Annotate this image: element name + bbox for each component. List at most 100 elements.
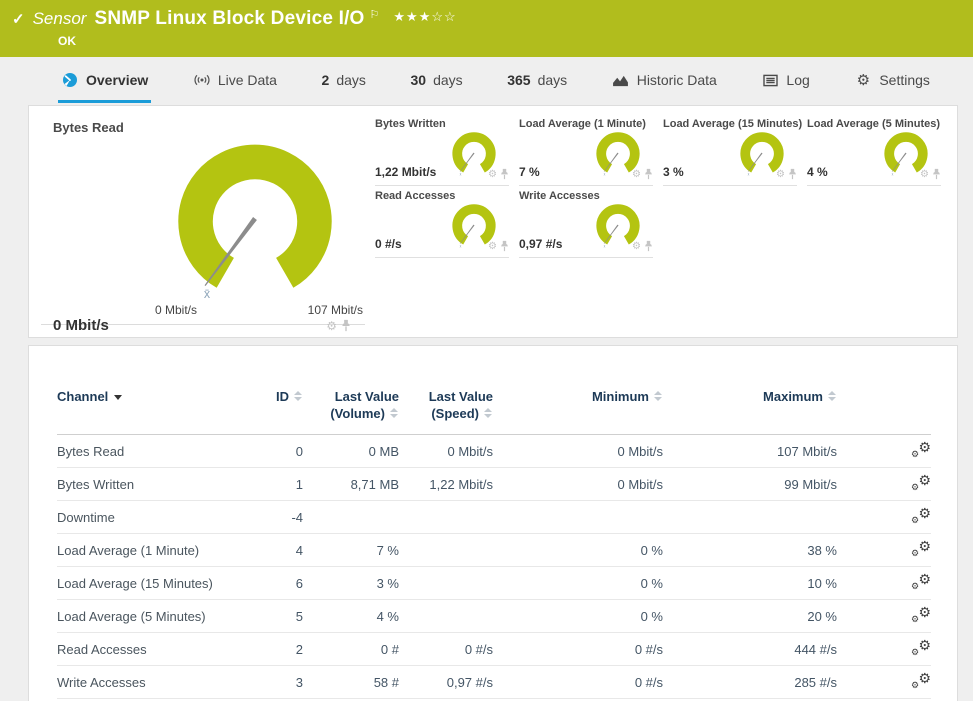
channel-id: 6 bbox=[247, 567, 303, 600]
broadcast-icon bbox=[193, 73, 211, 88]
tab-30-days[interactable]: 30 days bbox=[407, 64, 465, 103]
gauge-title: Bytes Written bbox=[375, 118, 509, 130]
channel-settings-icon[interactable]: ⚙⚙ bbox=[911, 540, 931, 558]
table-row: Read Accesses 2 0 # 0 #/s 0 #/s 444 #/s … bbox=[57, 633, 931, 666]
channel-id: 1 bbox=[247, 468, 303, 501]
column-header-last-value-speed[interactable]: Last Value (Speed) bbox=[399, 388, 493, 435]
minimum-value: 0 Mbit/s bbox=[493, 468, 663, 501]
gauge-title: Bytes Read bbox=[53, 120, 351, 135]
channel-id: 4 bbox=[247, 534, 303, 567]
channel-id: 0 bbox=[247, 435, 303, 468]
maximum-value: 444 #/s bbox=[663, 633, 837, 666]
tab-label: Overview bbox=[86, 72, 148, 88]
tab-live-data[interactable]: Live Data bbox=[190, 64, 280, 103]
gear-icon[interactable]: ⚙ bbox=[326, 319, 337, 333]
last-value-speed bbox=[399, 600, 493, 633]
channel-name: Bytes Read bbox=[57, 435, 247, 468]
tab-log[interactable]: Log bbox=[758, 64, 812, 103]
pin-icon[interactable] bbox=[644, 168, 653, 180]
gear-icon[interactable]: ⚙ bbox=[488, 241, 497, 252]
gear-icon[interactable]: ⚙ bbox=[632, 169, 641, 180]
channel-name: Load Average (5 Minutes) bbox=[57, 600, 247, 633]
table-row: Bytes Written 1 8,71 MB 1,22 Mbit/s 0 Mb… bbox=[57, 468, 931, 501]
gear-icon[interactable]: ⚙ bbox=[776, 169, 785, 180]
pin-icon[interactable] bbox=[788, 168, 797, 180]
minimum-value: 0 % bbox=[493, 567, 663, 600]
pin-icon[interactable] bbox=[644, 240, 653, 252]
channels-table: Channel ID Last Value (Volume) Last Valu… bbox=[57, 388, 931, 699]
flag-icon[interactable]: ⚐ bbox=[370, 8, 380, 21]
gauge-scale-min: 0 Mbit/s bbox=[155, 303, 197, 317]
gauge-panel-bytes-written: Bytes Written 1,22 Mbit/s ⚙ bbox=[375, 118, 509, 186]
gear-icon[interactable]: ⚙ bbox=[632, 241, 641, 252]
channel-id: 2 bbox=[247, 633, 303, 666]
channel-settings-icon[interactable]: ⚙⚙ bbox=[911, 441, 931, 459]
gear-icon[interactable]: ⚙ bbox=[920, 169, 929, 180]
channel-settings-icon[interactable]: ⚙⚙ bbox=[911, 672, 931, 690]
gauge-panel-bytes-read: Bytes Read 0 Mbit/s 107 Mbit/s 0 Mbit/s … bbox=[41, 118, 365, 325]
tab-label: days bbox=[538, 72, 568, 88]
channel-id: 5 bbox=[247, 600, 303, 633]
column-header-minimum[interactable]: Minimum bbox=[493, 388, 663, 435]
gauge-panel-load-average-1-minute: Load Average (1 Minute) 7 % ⚙ bbox=[519, 118, 653, 186]
channel-settings-icon[interactable]: ⚙⚙ bbox=[911, 474, 931, 492]
channel-settings-icon[interactable]: ⚙⚙ bbox=[911, 507, 931, 525]
minimum-value: 0 #/s bbox=[493, 633, 663, 666]
channel-settings-icon[interactable]: ⚙⚙ bbox=[911, 573, 931, 591]
minimum-value bbox=[493, 501, 663, 534]
gauge-title: Load Average (1 Minute) bbox=[519, 118, 653, 130]
channel-name: Downtime bbox=[57, 501, 247, 534]
pin-icon[interactable] bbox=[500, 240, 509, 252]
column-header-id[interactable]: ID bbox=[247, 388, 303, 435]
last-value-volume: 0 MB bbox=[303, 435, 399, 468]
minimum-value: 0 Mbit/s bbox=[493, 435, 663, 468]
gauge-value: 7 % bbox=[519, 165, 540, 179]
area-chart-icon bbox=[612, 73, 630, 88]
gauge-icon bbox=[61, 73, 79, 88]
maximum-value: 20 % bbox=[663, 600, 837, 633]
pin-icon[interactable] bbox=[341, 319, 351, 332]
small-gauges-grid: Bytes Written 1,22 Mbit/s ⚙ Load Average… bbox=[365, 118, 945, 325]
gauge-title: Load Average (15 Minutes) bbox=[663, 118, 797, 130]
priority-stars[interactable]: ★★★☆☆ bbox=[393, 9, 456, 25]
channel-name: Write Accesses bbox=[57, 666, 247, 699]
tab-overview[interactable]: Overview bbox=[58, 64, 151, 103]
channel-settings-icon[interactable]: ⚙⚙ bbox=[911, 639, 931, 657]
sort-desc-icon bbox=[114, 395, 122, 400]
table-row: Write Accesses 3 58 # 0,97 #/s 0 #/s 285… bbox=[57, 666, 931, 699]
gauge-value: 4 % bbox=[807, 165, 828, 179]
column-header-maximum[interactable]: Maximum bbox=[663, 388, 837, 435]
last-value-speed: 0 Mbit/s bbox=[399, 435, 493, 468]
sort-icon bbox=[390, 408, 399, 418]
maximum-value: 10 % bbox=[663, 567, 837, 600]
tab-label: Log bbox=[786, 72, 809, 88]
tab-label: Historic Data bbox=[637, 72, 717, 88]
gauge-title: Read Accesses bbox=[375, 190, 509, 202]
tab-historic-data[interactable]: Historic Data bbox=[609, 64, 720, 103]
last-value-volume: 7 % bbox=[303, 534, 399, 567]
table-row: Downtime -4 ⚙⚙ bbox=[57, 501, 931, 534]
channel-id: 3 bbox=[247, 666, 303, 699]
pin-icon[interactable] bbox=[500, 168, 509, 180]
column-header-channel[interactable]: Channel bbox=[57, 388, 247, 435]
tab-settings[interactable]: ⚙ Settings bbox=[851, 64, 933, 103]
channels-card: Channel ID Last Value (Volume) Last Valu… bbox=[28, 345, 958, 701]
tab-number: 365 bbox=[507, 72, 530, 88]
tab-365-days[interactable]: 365 days bbox=[504, 64, 570, 103]
last-value-speed: 0,97 #/s bbox=[399, 666, 493, 699]
stars-filled: ★★★ bbox=[393, 9, 431, 24]
channel-settings-icon[interactable]: ⚙⚙ bbox=[911, 606, 931, 624]
last-value-volume: 0 # bbox=[303, 633, 399, 666]
tab-label: Live Data bbox=[218, 72, 277, 88]
gear-icon[interactable]: ⚙ bbox=[488, 169, 497, 180]
column-header-last-value-volume[interactable]: Last Value (Volume) bbox=[303, 388, 399, 435]
tab-bar: Overview Live Data 2 days 30 days 365 da… bbox=[0, 57, 973, 103]
tab-2-days[interactable]: 2 days bbox=[319, 64, 369, 103]
table-row: Load Average (1 Minute) 4 7 % 0 % 38 % ⚙… bbox=[57, 534, 931, 567]
maximum-value bbox=[663, 501, 837, 534]
pin-icon[interactable] bbox=[932, 168, 941, 180]
last-value-volume bbox=[303, 501, 399, 534]
minimum-value: 0 % bbox=[493, 600, 663, 633]
last-value-volume: 8,71 MB bbox=[303, 468, 399, 501]
sort-icon bbox=[484, 408, 493, 418]
